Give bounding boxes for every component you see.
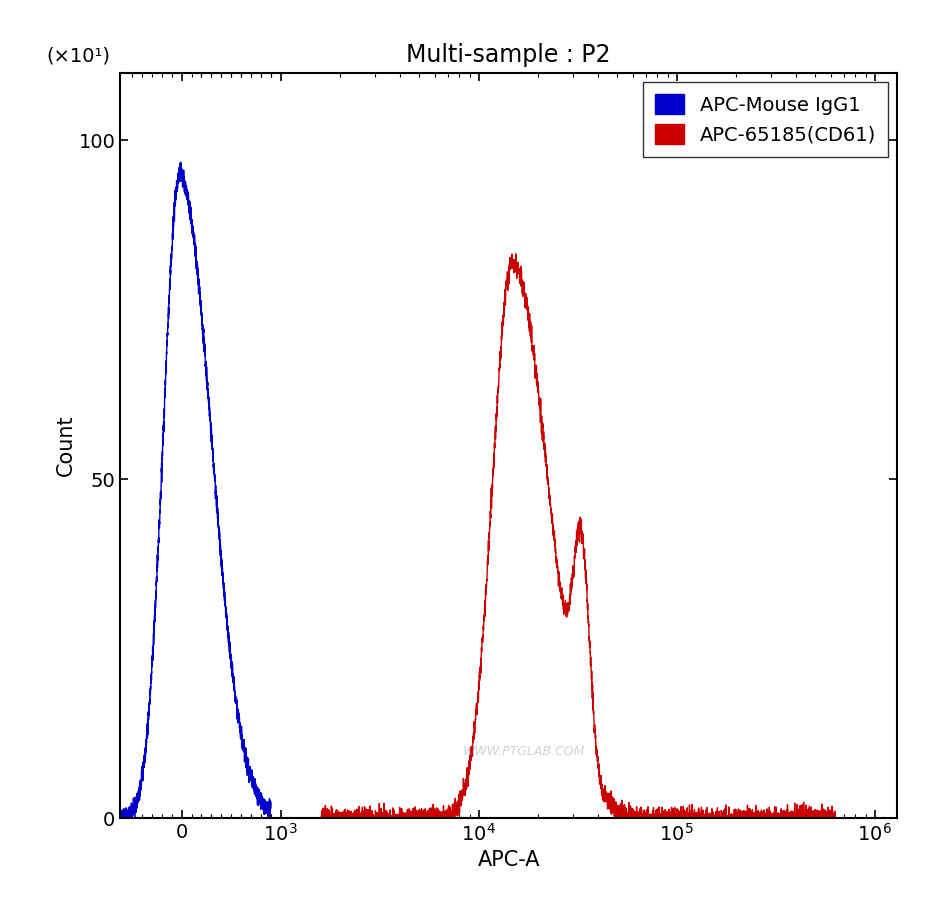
Legend: APC-Mouse IgG1, APC-65185(CD61): APC-Mouse IgG1, APC-65185(CD61) — [643, 83, 887, 156]
Text: (×10¹): (×10¹) — [46, 46, 110, 65]
X-axis label: APC-A: APC-A — [477, 851, 540, 871]
Y-axis label: Count: Count — [56, 415, 76, 476]
Title: Multi-sample : P2: Multi-sample : P2 — [406, 43, 611, 66]
Text: WWW.PTGLAB.COM: WWW.PTGLAB.COM — [463, 744, 586, 757]
